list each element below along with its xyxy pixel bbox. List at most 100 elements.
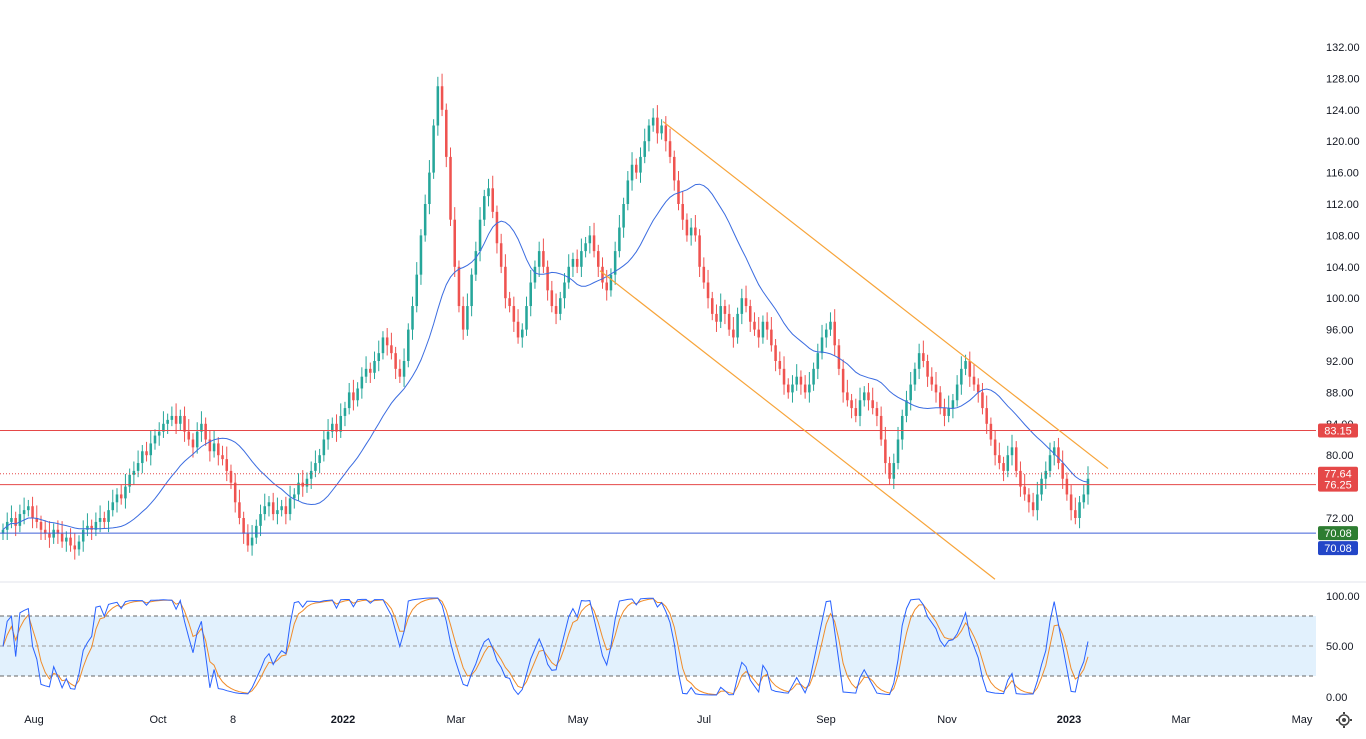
candle-body: [681, 204, 684, 220]
price-tag-83-bg: [1318, 423, 1358, 438]
candle-body: [879, 415, 883, 440]
time-tick-label: Jul: [697, 714, 711, 726]
candle-body: [221, 455, 224, 460]
candle-body: [31, 506, 34, 518]
candle-body: [457, 266, 461, 307]
candle-body: [917, 353, 921, 369]
candle-body: [407, 329, 410, 361]
candle-body: [989, 423, 993, 440]
candle-body: [664, 125, 668, 142]
candle-body: [542, 251, 545, 267]
candle-body: [259, 514, 262, 526]
candle-body: [297, 482, 300, 495]
price-tag-76-bg: [1318, 477, 1358, 492]
price-tick-label: 88.00: [1326, 387, 1354, 399]
candle-body: [419, 235, 423, 275]
candle-body: [985, 408, 988, 424]
candle-body: [166, 419, 169, 424]
candle-body: [981, 392, 984, 409]
candle-body: [440, 86, 444, 110]
candle-body: [385, 337, 389, 346]
oscillator-tick-label: 50.00: [1326, 641, 1354, 653]
candle-body: [250, 537, 254, 546]
candle-body: [212, 443, 216, 452]
candle-body: [972, 376, 976, 385]
candle-body: [48, 533, 51, 538]
candle-body: [892, 463, 896, 479]
candle-body: [1002, 463, 1005, 471]
candle-body: [423, 204, 427, 236]
candle-body: [339, 415, 343, 432]
candle-body: [495, 211, 499, 244]
candle-body: [689, 227, 693, 236]
candle-body: [103, 518, 106, 522]
candle-body: [639, 156, 642, 173]
candle-body: [698, 235, 701, 267]
oscillator-tick-label: 100.00: [1326, 591, 1360, 603]
candle-body: [98, 518, 102, 522]
price-tick-label: 124.00: [1326, 105, 1360, 117]
candle-body: [153, 435, 157, 444]
price-tick-label: 120.00: [1326, 136, 1360, 148]
candle-body: [402, 361, 406, 377]
candle-body: [829, 321, 832, 330]
candle-body: [255, 525, 258, 538]
candle-body: [854, 408, 858, 416]
candle-body: [288, 498, 292, 515]
candle-body: [191, 439, 195, 448]
candle-body: [56, 529, 60, 534]
candle-body: [309, 470, 313, 479]
candle-body: [22, 510, 26, 515]
price-tick-label: 132.00: [1326, 42, 1360, 54]
candle-body: [719, 306, 722, 322]
candle-body: [208, 439, 212, 452]
candle-body: [820, 337, 824, 354]
candle-body: [858, 400, 862, 416]
candle-body: [428, 172, 431, 204]
candle-body: [841, 368, 845, 393]
price-panel: [0, 0, 1316, 582]
candle-body: [905, 400, 908, 416]
candle-body: [381, 337, 385, 354]
candle-body: [187, 431, 191, 440]
candle-body: [748, 306, 752, 322]
candle-body: [1057, 447, 1060, 464]
candle-body: [94, 521, 98, 530]
candle-body: [1019, 470, 1022, 487]
candle-body: [964, 361, 967, 369]
candle-body: [816, 353, 820, 369]
settings-gear-icon[interactable]: [1336, 712, 1352, 728]
candle-body: [1036, 494, 1039, 511]
time-tick-label: Nov: [937, 714, 957, 726]
oscillator-group: 100.00 50.00 0.00: [2, 591, 1360, 704]
candle-body: [267, 502, 271, 507]
candle-body: [27, 506, 30, 511]
candle-body: [352, 392, 355, 401]
candle-body: [115, 494, 119, 503]
candle-body: [525, 306, 528, 330]
candle-body: [1065, 478, 1069, 495]
oscillator-tick-label: 0.00: [1326, 692, 1347, 704]
candle-body: [668, 141, 672, 157]
candle-body: [347, 392, 351, 409]
time-tick-label: Mar: [447, 714, 466, 726]
candle-body: [107, 510, 110, 522]
candle-body: [483, 196, 486, 220]
stoch-d-line: [2, 597, 1089, 696]
candle-body: [445, 109, 448, 157]
candle-body: [356, 388, 359, 401]
candle-body: [710, 298, 714, 314]
candle-body: [521, 329, 524, 338]
candle-body: [52, 529, 55, 538]
candle-body: [470, 274, 473, 307]
candle-body: [136, 463, 140, 471]
candle-body: [537, 251, 541, 267]
candle-body: [162, 423, 165, 432]
candle-body: [960, 368, 963, 385]
time-tick-label: 2023: [1057, 714, 1081, 726]
candle-body: [647, 125, 651, 142]
candle-body: [174, 415, 178, 424]
time-tick-label: Sep: [816, 714, 836, 726]
